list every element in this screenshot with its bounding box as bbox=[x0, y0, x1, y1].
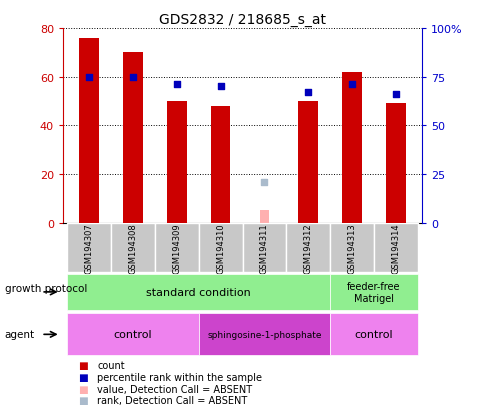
Text: ■: ■ bbox=[77, 372, 87, 382]
Bar bbox=[242, 223, 286, 273]
Bar bbox=[286, 223, 329, 273]
Text: agent: agent bbox=[5, 330, 35, 339]
Text: GSM194311: GSM194311 bbox=[259, 223, 268, 273]
Bar bbox=[67, 223, 111, 273]
Bar bbox=[67, 274, 329, 310]
Bar bbox=[329, 223, 373, 273]
Text: growth protocol: growth protocol bbox=[5, 283, 87, 293]
Bar bbox=[329, 313, 417, 356]
Bar bbox=[67, 313, 198, 356]
Text: control: control bbox=[354, 330, 393, 339]
Bar bbox=[79, 38, 99, 223]
Title: GDS2832 / 218685_s_at: GDS2832 / 218685_s_at bbox=[159, 12, 325, 26]
Bar bbox=[385, 104, 405, 223]
Bar bbox=[259, 211, 268, 223]
Bar bbox=[166, 102, 186, 223]
Text: GSM194313: GSM194313 bbox=[347, 223, 356, 273]
Text: control: control bbox=[114, 330, 152, 339]
Text: GSM194312: GSM194312 bbox=[303, 223, 312, 273]
Point bbox=[260, 179, 268, 185]
Bar bbox=[111, 223, 155, 273]
Text: rank, Detection Call = ABSENT: rank, Detection Call = ABSENT bbox=[97, 395, 247, 405]
Text: standard condition: standard condition bbox=[146, 287, 251, 297]
Text: ■: ■ bbox=[77, 395, 87, 405]
Bar bbox=[198, 223, 242, 273]
Text: count: count bbox=[97, 361, 124, 370]
Point bbox=[216, 84, 224, 90]
Text: percentile rank within the sample: percentile rank within the sample bbox=[97, 372, 261, 382]
Bar bbox=[341, 73, 361, 223]
Text: GSM194308: GSM194308 bbox=[128, 223, 137, 273]
Text: ■: ■ bbox=[77, 384, 87, 394]
Bar bbox=[123, 53, 143, 223]
Bar bbox=[155, 223, 198, 273]
Point bbox=[391, 92, 399, 98]
Bar bbox=[373, 223, 417, 273]
Text: sphingosine-1-phosphate: sphingosine-1-phosphate bbox=[207, 330, 321, 339]
Text: ■: ■ bbox=[77, 361, 87, 370]
Text: GSM194310: GSM194310 bbox=[216, 223, 225, 273]
Point bbox=[173, 82, 181, 88]
Text: GSM194314: GSM194314 bbox=[391, 223, 399, 273]
Text: GSM194309: GSM194309 bbox=[172, 223, 181, 273]
Bar bbox=[298, 102, 318, 223]
Point bbox=[85, 74, 93, 81]
Bar bbox=[198, 313, 329, 356]
Point bbox=[303, 90, 311, 96]
Bar bbox=[329, 274, 417, 310]
Text: feeder-free
Matrigel: feeder-free Matrigel bbox=[347, 281, 400, 303]
Text: value, Detection Call = ABSENT: value, Detection Call = ABSENT bbox=[97, 384, 252, 394]
Point bbox=[129, 74, 136, 81]
Bar bbox=[211, 107, 230, 223]
Text: GSM194307: GSM194307 bbox=[85, 223, 93, 273]
Point bbox=[348, 82, 355, 88]
